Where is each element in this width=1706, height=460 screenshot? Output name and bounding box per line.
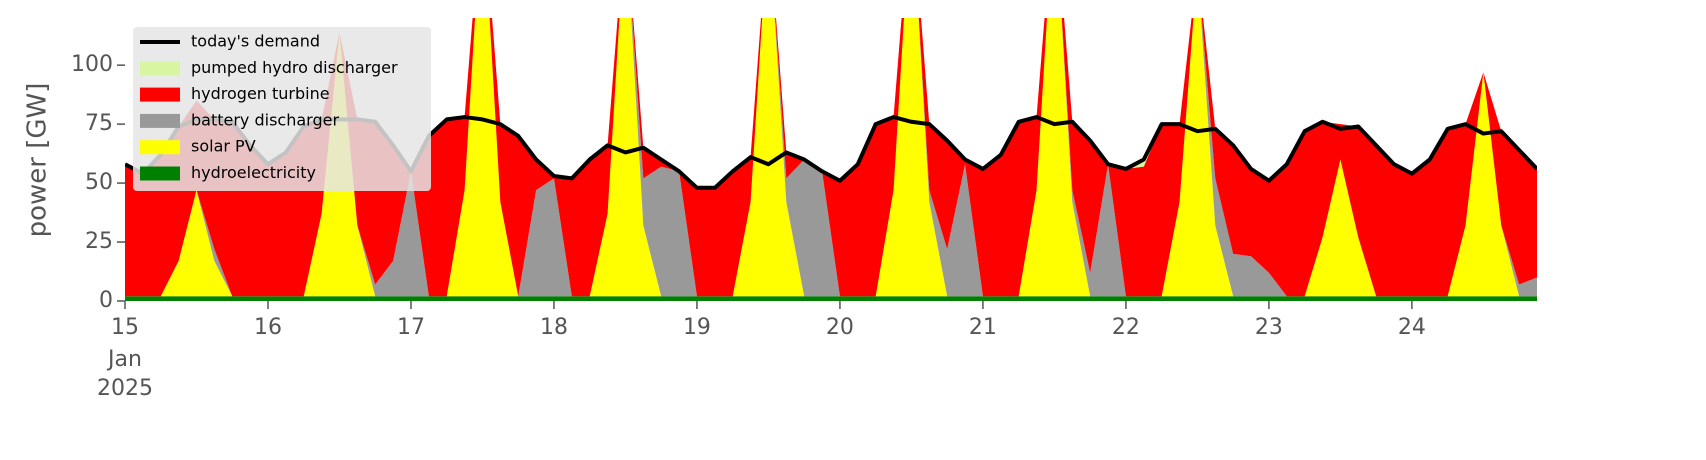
x-tick-label: 17 bbox=[397, 315, 425, 340]
area bbox=[125, 18, 1537, 297]
y-axis-label: power [GW] bbox=[23, 83, 53, 238]
x-tick-label: 23 bbox=[1255, 315, 1283, 340]
legend-label: hydroelectricity bbox=[191, 163, 316, 182]
x-date-label: Jan bbox=[106, 347, 142, 372]
area bbox=[125, 296, 1537, 301]
x-date-label: 2025 bbox=[97, 376, 153, 401]
x-tick-label: 24 bbox=[1398, 315, 1426, 340]
legend-label: today's demand bbox=[191, 32, 320, 51]
x-tick-label: 19 bbox=[683, 315, 711, 340]
legend-swatch bbox=[140, 87, 180, 102]
legend-label: solar PV bbox=[191, 137, 256, 156]
area bbox=[125, 18, 1537, 297]
plot-area bbox=[125, 18, 1537, 301]
x-tick-label: 18 bbox=[540, 315, 568, 340]
legend-label: hydrogen turbine bbox=[191, 84, 330, 103]
legend-swatch bbox=[140, 113, 180, 128]
area bbox=[125, 18, 1537, 297]
legend-swatch bbox=[140, 140, 180, 155]
x-tick-label: 16 bbox=[254, 315, 282, 340]
x-tick-label: 20 bbox=[826, 315, 854, 340]
legend-swatch bbox=[140, 166, 180, 181]
y-tick-label: 0 bbox=[99, 288, 113, 313]
legend: today's demand pumped hydro discharger hyd… bbox=[133, 27, 431, 191]
y-tick-label: 50 bbox=[85, 170, 113, 195]
legend-label: pumped hydro discharger bbox=[191, 58, 398, 77]
y-tick-label: 100 bbox=[71, 52, 113, 77]
x-tick-label: 21 bbox=[969, 315, 997, 340]
legend-box bbox=[133, 27, 431, 191]
x-tick-label: 22 bbox=[1112, 315, 1140, 340]
x-tick-label: 15 bbox=[111, 315, 139, 340]
legend-label: battery discharger bbox=[191, 110, 339, 129]
y-tick-label: 75 bbox=[85, 111, 113, 136]
legend-swatch bbox=[140, 61, 180, 76]
y-tick-label: 25 bbox=[85, 229, 113, 254]
